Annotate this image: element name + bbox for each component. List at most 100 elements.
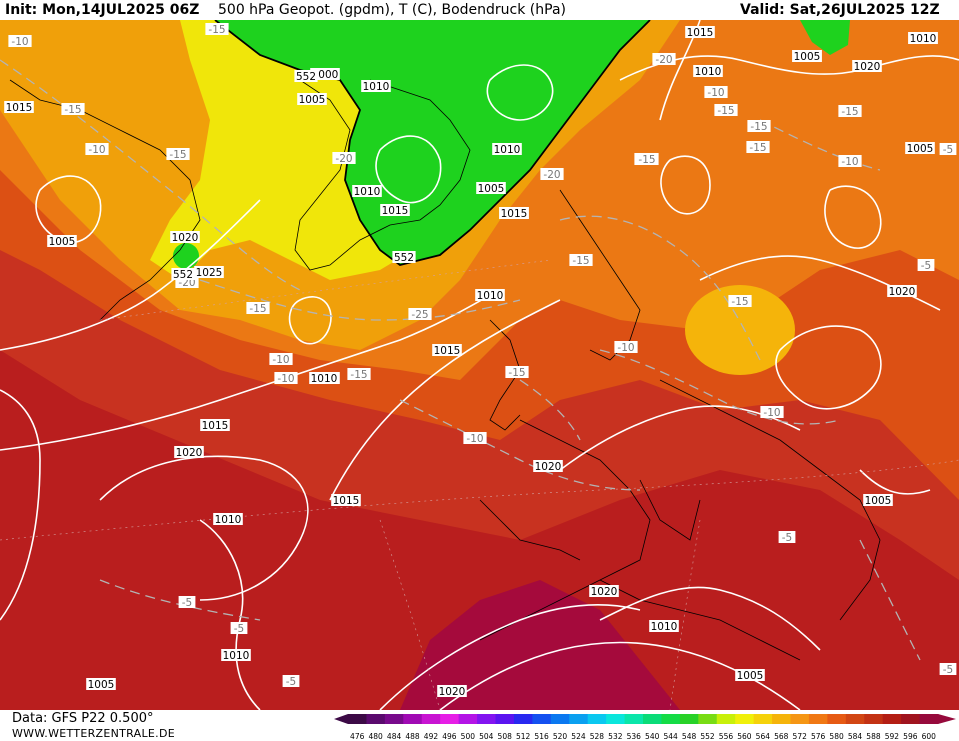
svg-text:-20: -20 xyxy=(543,169,560,181)
legend-swatch xyxy=(513,714,533,724)
svg-text:-5: -5 xyxy=(234,623,244,635)
isobar-label: 1010 xyxy=(221,649,251,662)
color-legend: 476 480 484 488 492 496 500 504 508 512 516 520 524 5… xyxy=(334,714,956,741)
isobar-label: 1020 xyxy=(533,460,563,473)
legend-swatch xyxy=(348,714,367,724)
legend-swatch xyxy=(845,714,865,724)
svg-text:1020: 1020 xyxy=(172,232,199,244)
legend-tick-label: 484 xyxy=(387,732,402,741)
isobar-label: 1010 xyxy=(908,32,938,45)
geopot-labels: 552 552 552 xyxy=(171,70,416,281)
legend-tick-label: 560 xyxy=(737,732,752,741)
isotherm-label: -10 xyxy=(269,353,293,366)
legend-swatch xyxy=(587,714,607,724)
isotherm-label: -15 xyxy=(635,153,659,166)
geopot-label: 552 xyxy=(171,268,195,281)
isotherm-label: -15 xyxy=(728,295,752,308)
legend-swatch xyxy=(384,714,404,724)
svg-text:-15: -15 xyxy=(749,142,766,154)
legend-arrow-left xyxy=(334,714,348,724)
isotherm-label: -15 xyxy=(61,103,85,116)
legend-swatch xyxy=(735,714,755,724)
isobar-label: 1020 xyxy=(437,685,467,698)
field-green-ne xyxy=(800,20,850,55)
legend-swatch xyxy=(643,714,662,724)
legend-tick-label: 504 xyxy=(479,732,494,741)
weather-map: 1015100510101020100010051010101010151010… xyxy=(0,20,959,710)
svg-text:-5: -5 xyxy=(782,532,792,544)
svg-text:552: 552 xyxy=(173,269,193,281)
isobar-label: 1015 xyxy=(685,26,715,39)
legend-swatch xyxy=(606,714,626,724)
legend-tick-label: 580 xyxy=(829,732,844,741)
svg-text:1020: 1020 xyxy=(176,447,203,459)
isotherm-label: -15 xyxy=(505,366,529,379)
geopot-label: 552 xyxy=(294,70,318,83)
svg-text:-10: -10 xyxy=(272,354,289,366)
svg-text:-15: -15 xyxy=(508,367,525,379)
svg-text:-5: -5 xyxy=(943,144,953,156)
legend-tick-label: 600 xyxy=(922,732,937,741)
isobar-label: 1005 xyxy=(735,669,765,682)
svg-text:-5: -5 xyxy=(182,597,192,609)
svg-text:1025: 1025 xyxy=(196,267,223,279)
legend-tick-label: 476 xyxy=(350,732,365,741)
svg-text:-15: -15 xyxy=(169,149,186,161)
legend-swatch xyxy=(919,714,939,724)
legend-tick-label: 520 xyxy=(553,732,568,741)
isobar-label: 1015 xyxy=(4,101,34,114)
data-source: Data: GFS P22 0.500° xyxy=(12,711,154,726)
isotherm-label: -5 xyxy=(917,259,935,272)
isotherm-label: -5 xyxy=(939,143,957,156)
valid-time: Valid: Sat,26JUL2025 12Z xyxy=(740,2,940,18)
legend-tick-label: 552 xyxy=(700,732,715,741)
svg-text:1005: 1005 xyxy=(794,51,821,63)
isobar-label: 1010 xyxy=(352,185,382,198)
isotherm-label: -20 xyxy=(652,53,676,66)
isotherm-label: -10 xyxy=(8,35,32,48)
legend-swatch xyxy=(790,714,810,724)
isotherm-label: -15 xyxy=(166,148,190,161)
legend-tick-label: 488 xyxy=(405,732,420,741)
legend-tick-label: 576 xyxy=(811,732,826,741)
legend-swatch xyxy=(403,714,423,724)
isobar-label: 1020 xyxy=(174,446,204,459)
legend-swatch xyxy=(477,714,496,724)
isobar-label: 1010 xyxy=(475,289,505,302)
isotherm-label: -15 xyxy=(569,254,593,267)
svg-text:-15: -15 xyxy=(249,303,266,315)
isobar-label: 1015 xyxy=(200,419,230,432)
legend-swatch xyxy=(495,714,515,724)
svg-text:-10: -10 xyxy=(88,144,105,156)
isobar-label: 1020 xyxy=(170,231,200,244)
legend-tick-label: 532 xyxy=(608,732,623,741)
svg-text:1010: 1010 xyxy=(354,186,381,198)
isobar-label: 1005 xyxy=(863,494,893,507)
svg-text:-15: -15 xyxy=(572,255,589,267)
legend-swatch xyxy=(753,714,773,724)
field-amber-east xyxy=(685,285,795,375)
isotherm-label: -5 xyxy=(230,622,248,635)
isobar-label: 1010 xyxy=(649,620,679,633)
isobar-label: 1010 xyxy=(492,143,522,156)
svg-text:1020: 1020 xyxy=(889,286,916,298)
isotherm-label: -15 xyxy=(246,302,270,315)
svg-text:1020: 1020 xyxy=(591,586,618,598)
isotherms xyxy=(0,59,921,661)
isobars xyxy=(0,20,959,710)
svg-text:-10: -10 xyxy=(763,407,780,419)
legend-swatch xyxy=(901,714,921,724)
svg-text:1010: 1010 xyxy=(311,373,338,385)
isobar-label: 1025 xyxy=(194,266,224,279)
isotherm-label: -25 xyxy=(408,308,432,321)
graticule xyxy=(0,259,959,710)
legend-swatch xyxy=(808,714,828,724)
svg-text:-15: -15 xyxy=(350,369,367,381)
isobar-label: 1010 xyxy=(213,513,243,526)
isotherm-label: -10 xyxy=(704,86,728,99)
isotherm-label: -15 xyxy=(747,120,771,133)
isotherm-label: -15 xyxy=(746,141,770,154)
svg-text:1020: 1020 xyxy=(439,686,466,698)
legend-swatch xyxy=(532,714,552,724)
svg-text:1005: 1005 xyxy=(299,94,326,106)
